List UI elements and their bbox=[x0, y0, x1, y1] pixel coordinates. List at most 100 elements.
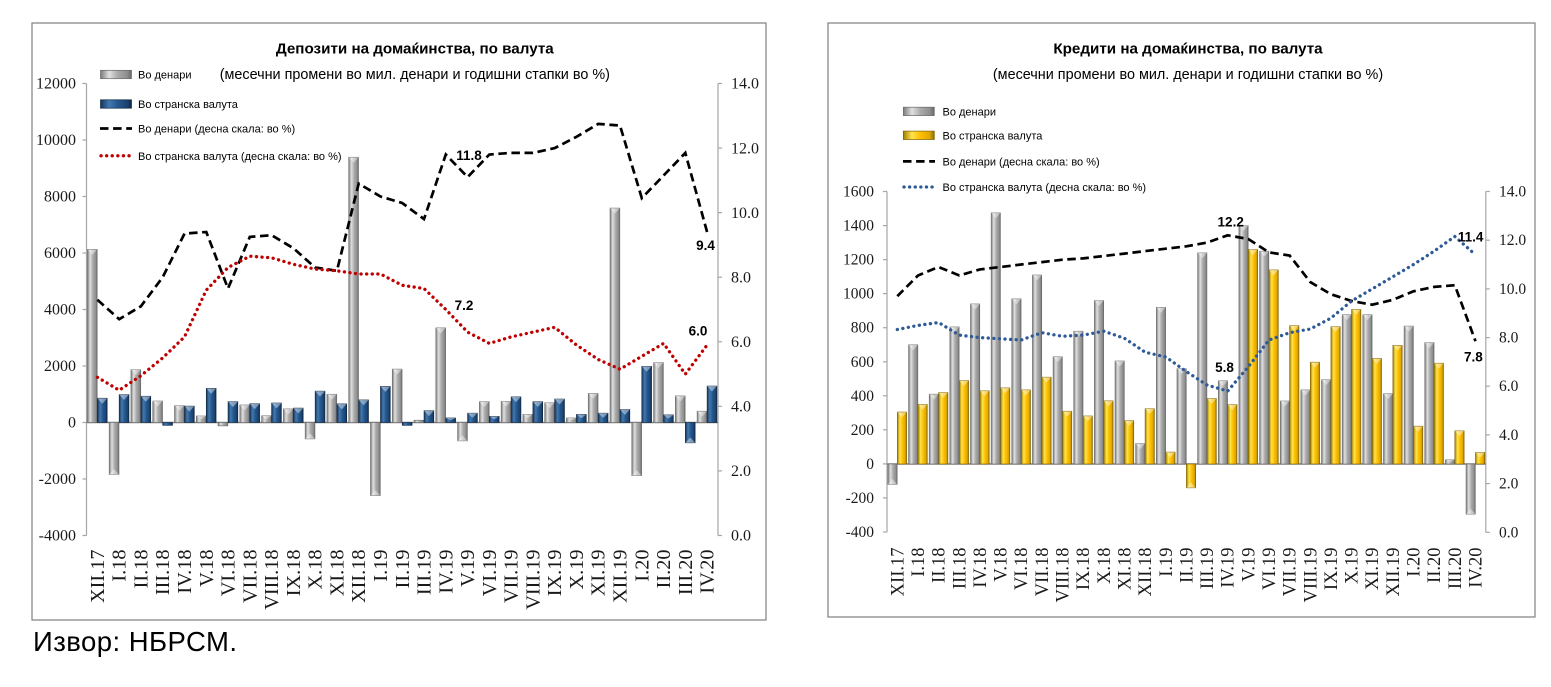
svg-text:III.19: III.19 bbox=[414, 550, 436, 596]
svg-text:IX.19: IX.19 bbox=[544, 550, 566, 597]
svg-text:400: 400 bbox=[851, 388, 875, 405]
svg-text:I.19: I.19 bbox=[370, 550, 392, 582]
svg-text:IV.20: IV.20 bbox=[697, 550, 719, 594]
svg-text:1400: 1400 bbox=[843, 218, 874, 235]
svg-text:8000: 8000 bbox=[44, 189, 76, 206]
svg-text:II.19: II.19 bbox=[392, 550, 414, 589]
svg-text:8.0: 8.0 bbox=[731, 269, 751, 286]
svg-text:XI.18: XI.18 bbox=[1116, 548, 1136, 591]
svg-text:X.19: X.19 bbox=[1343, 548, 1363, 585]
svg-text:0: 0 bbox=[866, 456, 874, 473]
svg-text:14.0: 14.0 bbox=[731, 76, 759, 93]
svg-text:X.19: X.19 bbox=[566, 550, 588, 590]
svg-text:2000: 2000 bbox=[44, 358, 76, 375]
svg-text:III.18: III.18 bbox=[950, 548, 970, 590]
svg-text:II.19: II.19 bbox=[1177, 548, 1197, 583]
svg-text:I.18: I.18 bbox=[909, 548, 929, 577]
svg-text:Во денари: Во денари bbox=[943, 106, 997, 118]
svg-text:VII.19: VII.19 bbox=[1281, 548, 1301, 597]
svg-text:X.18: X.18 bbox=[1095, 548, 1115, 585]
svg-text:Во денари: Во денари bbox=[138, 70, 192, 82]
svg-text:I.20: I.20 bbox=[1405, 548, 1425, 577]
svg-text:1000: 1000 bbox=[843, 286, 874, 303]
svg-text:(месечни промени во мил. денар: (месечни промени во мил. денари и годишн… bbox=[993, 67, 1383, 83]
svg-text:III.20: III.20 bbox=[675, 550, 697, 596]
svg-text:VII.19: VII.19 bbox=[501, 550, 523, 604]
svg-text:200: 200 bbox=[851, 422, 875, 439]
svg-text:11.8: 11.8 bbox=[456, 148, 482, 163]
svg-text:-400: -400 bbox=[846, 524, 875, 541]
svg-text:VI.19: VI.19 bbox=[479, 550, 501, 597]
svg-text:I.19: I.19 bbox=[1157, 548, 1177, 577]
svg-text:11.4: 11.4 bbox=[1458, 230, 1484, 245]
svg-text:III.19: III.19 bbox=[1198, 548, 1218, 590]
svg-text:III.20: III.20 bbox=[1446, 548, 1466, 590]
svg-text:1200: 1200 bbox=[843, 252, 874, 269]
svg-text:VIII.18: VIII.18 bbox=[261, 550, 283, 610]
svg-text:VII.18: VII.18 bbox=[1033, 548, 1053, 597]
svg-text:4.0: 4.0 bbox=[1499, 427, 1519, 444]
svg-text:0.0: 0.0 bbox=[1499, 524, 1519, 541]
svg-text:600: 600 bbox=[851, 354, 875, 371]
svg-text:II.18: II.18 bbox=[930, 548, 950, 583]
svg-text:8.0: 8.0 bbox=[1499, 330, 1519, 347]
svg-text:12.0: 12.0 bbox=[731, 140, 759, 157]
svg-text:IX.18: IX.18 bbox=[283, 550, 305, 597]
svg-text:2.0: 2.0 bbox=[1499, 476, 1519, 493]
svg-text:10000: 10000 bbox=[36, 132, 76, 149]
svg-text:12.0: 12.0 bbox=[1499, 232, 1526, 249]
svg-text:V.18: V.18 bbox=[992, 548, 1012, 582]
svg-text:6.0: 6.0 bbox=[1499, 378, 1519, 395]
svg-text:VII.18: VII.18 bbox=[239, 550, 261, 604]
svg-text:12000: 12000 bbox=[36, 76, 76, 93]
svg-text:XII.17: XII.17 bbox=[87, 550, 109, 604]
svg-text:XII.18: XII.18 bbox=[348, 550, 370, 604]
svg-text:V.19: V.19 bbox=[1239, 548, 1259, 582]
svg-text:IX.19: IX.19 bbox=[1322, 548, 1342, 591]
svg-text:IV.19: IV.19 bbox=[435, 550, 457, 594]
svg-text:VI.18: VI.18 bbox=[218, 550, 240, 597]
svg-text:Во денари (десна скала: во %): Во денари (десна скала: во %) bbox=[138, 124, 295, 136]
svg-text:7.8: 7.8 bbox=[1464, 349, 1483, 364]
svg-text:6.0: 6.0 bbox=[731, 334, 751, 351]
svg-text:II.20: II.20 bbox=[653, 550, 675, 589]
svg-text:X.18: X.18 bbox=[305, 550, 327, 590]
svg-text:IV.20: IV.20 bbox=[1467, 548, 1487, 588]
svg-text:800: 800 bbox=[851, 320, 875, 337]
svg-text:Извор: НБРСМ.: Извор: НБРСМ. bbox=[33, 626, 237, 657]
svg-text:XII.18: XII.18 bbox=[1136, 548, 1156, 597]
svg-text:Во странска валута (десна скал: Во странска валута (десна скала: во %) bbox=[138, 151, 342, 163]
svg-text:Депозити на домаќинства, по ва: Депозити на домаќинства, по валута bbox=[276, 41, 554, 58]
svg-text:VIII.18: VIII.18 bbox=[1054, 548, 1074, 603]
svg-text:I.20: I.20 bbox=[631, 550, 653, 582]
svg-text:XI.18: XI.18 bbox=[326, 550, 348, 597]
svg-text:VI.19: VI.19 bbox=[1260, 548, 1280, 591]
svg-text:0.0: 0.0 bbox=[731, 528, 751, 545]
svg-text:VIII.19: VIII.19 bbox=[1301, 548, 1321, 603]
svg-text:VI.18: VI.18 bbox=[1012, 548, 1032, 591]
svg-text:II.18: II.18 bbox=[130, 550, 152, 589]
svg-text:XI.19: XI.19 bbox=[1363, 548, 1383, 591]
svg-text:6.0: 6.0 bbox=[689, 323, 708, 338]
svg-text:III.18: III.18 bbox=[152, 550, 174, 596]
svg-text:IV.18: IV.18 bbox=[174, 550, 196, 594]
svg-text:-200: -200 bbox=[846, 490, 875, 507]
svg-text:Во странска валута (десна ска: Во странска валута (десна скала: во %) bbox=[943, 182, 1147, 194]
svg-text:VIII.19: VIII.19 bbox=[522, 550, 544, 610]
svg-text:1600: 1600 bbox=[843, 184, 874, 201]
svg-text:IV.19: IV.19 bbox=[1219, 548, 1239, 588]
svg-text:I.18: I.18 bbox=[109, 550, 131, 582]
svg-text:14.0: 14.0 bbox=[1499, 184, 1526, 201]
svg-text:4000: 4000 bbox=[44, 302, 76, 319]
svg-text:Во денари (десна скала: во %): Во денари (десна скала: во %) bbox=[943, 156, 1100, 168]
svg-text:10.0: 10.0 bbox=[1499, 281, 1526, 298]
svg-text:Во странска валута: Во странска валута bbox=[138, 99, 239, 111]
svg-text:6000: 6000 bbox=[44, 245, 76, 262]
svg-text:2.0: 2.0 bbox=[731, 463, 751, 480]
svg-text:(месечни промени во мил. денар: (месечни промени во мил. денари и годишн… bbox=[220, 67, 610, 83]
svg-text:V.18: V.18 bbox=[196, 550, 218, 587]
svg-text:XI.19: XI.19 bbox=[588, 550, 610, 597]
svg-text:Во странска валута: Во странска валута bbox=[943, 130, 1044, 142]
svg-text:0: 0 bbox=[68, 415, 76, 432]
svg-text:XII.19: XII.19 bbox=[610, 550, 632, 604]
